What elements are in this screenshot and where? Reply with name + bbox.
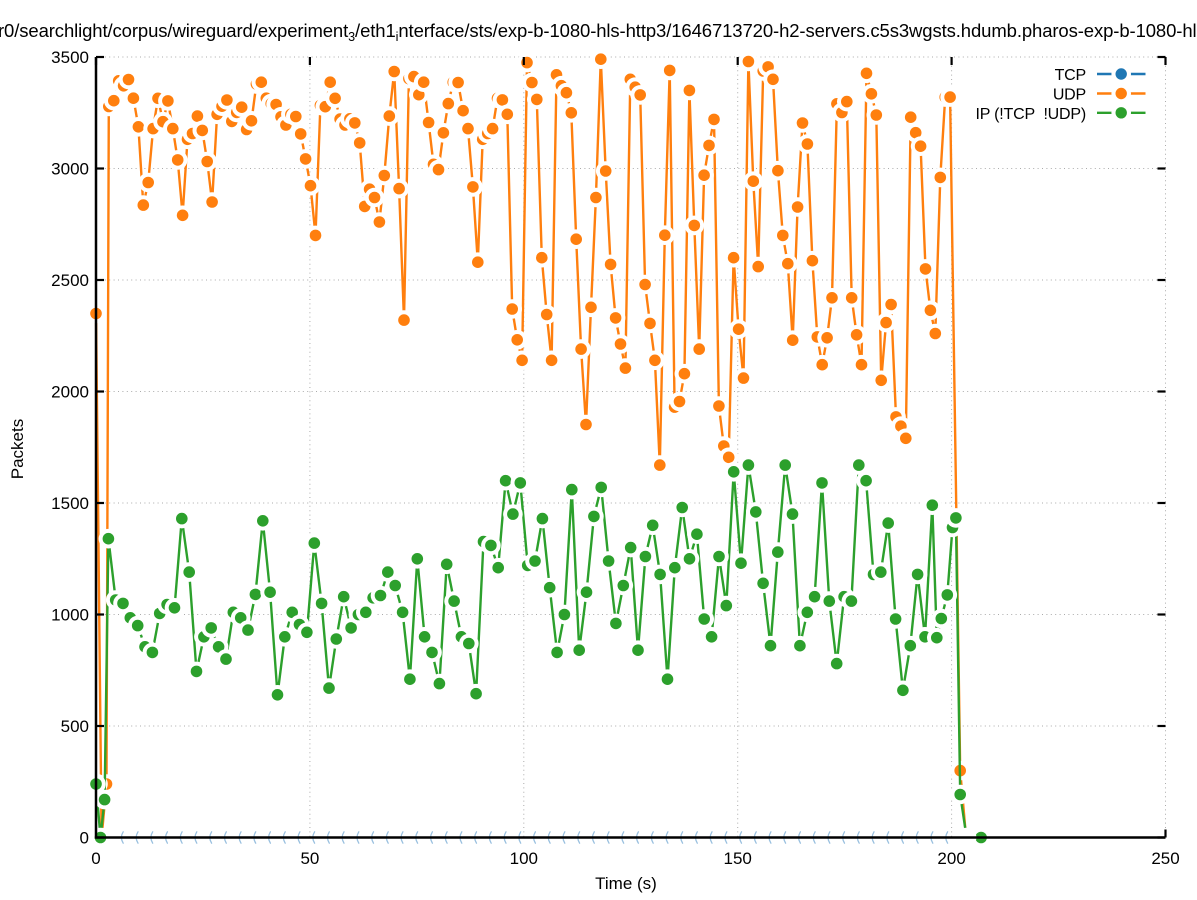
svg-text:150: 150	[724, 849, 752, 868]
svg-text:1500: 1500	[51, 494, 89, 513]
svg-text:3000: 3000	[51, 160, 89, 179]
svg-text:250: 250	[1151, 849, 1179, 868]
svg-text:1000: 1000	[51, 606, 89, 625]
svg-text:UDP: UDP	[1053, 87, 1086, 104]
svg-text:100: 100	[510, 849, 538, 868]
svg-text:0: 0	[80, 829, 89, 848]
svg-text:50: 50	[300, 849, 319, 868]
svg-text:200: 200	[937, 849, 965, 868]
svg-text:2000: 2000	[51, 383, 89, 402]
svg-text:IP (!TCP !UDP): IP (!TCP !UDP)	[976, 106, 1087, 123]
svg-text:500: 500	[61, 717, 89, 736]
svg-text:Time (s): Time (s)	[595, 874, 657, 893]
svg-text:3500: 3500	[51, 48, 89, 67]
svg-text:0: 0	[91, 849, 100, 868]
svg-text:Packets: Packets	[8, 419, 27, 479]
svg-text:r0/searchlight/corpus/wireguar: r0/searchlight/corpus/wireguard/experime…	[0, 20, 1197, 44]
svg-text:2500: 2500	[51, 271, 89, 290]
svg-text:TCP: TCP	[1055, 67, 1086, 84]
